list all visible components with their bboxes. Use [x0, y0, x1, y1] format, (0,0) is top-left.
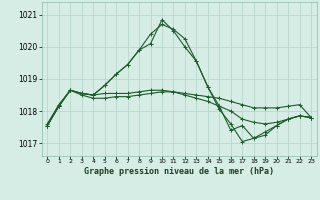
- X-axis label: Graphe pression niveau de la mer (hPa): Graphe pression niveau de la mer (hPa): [84, 167, 274, 176]
